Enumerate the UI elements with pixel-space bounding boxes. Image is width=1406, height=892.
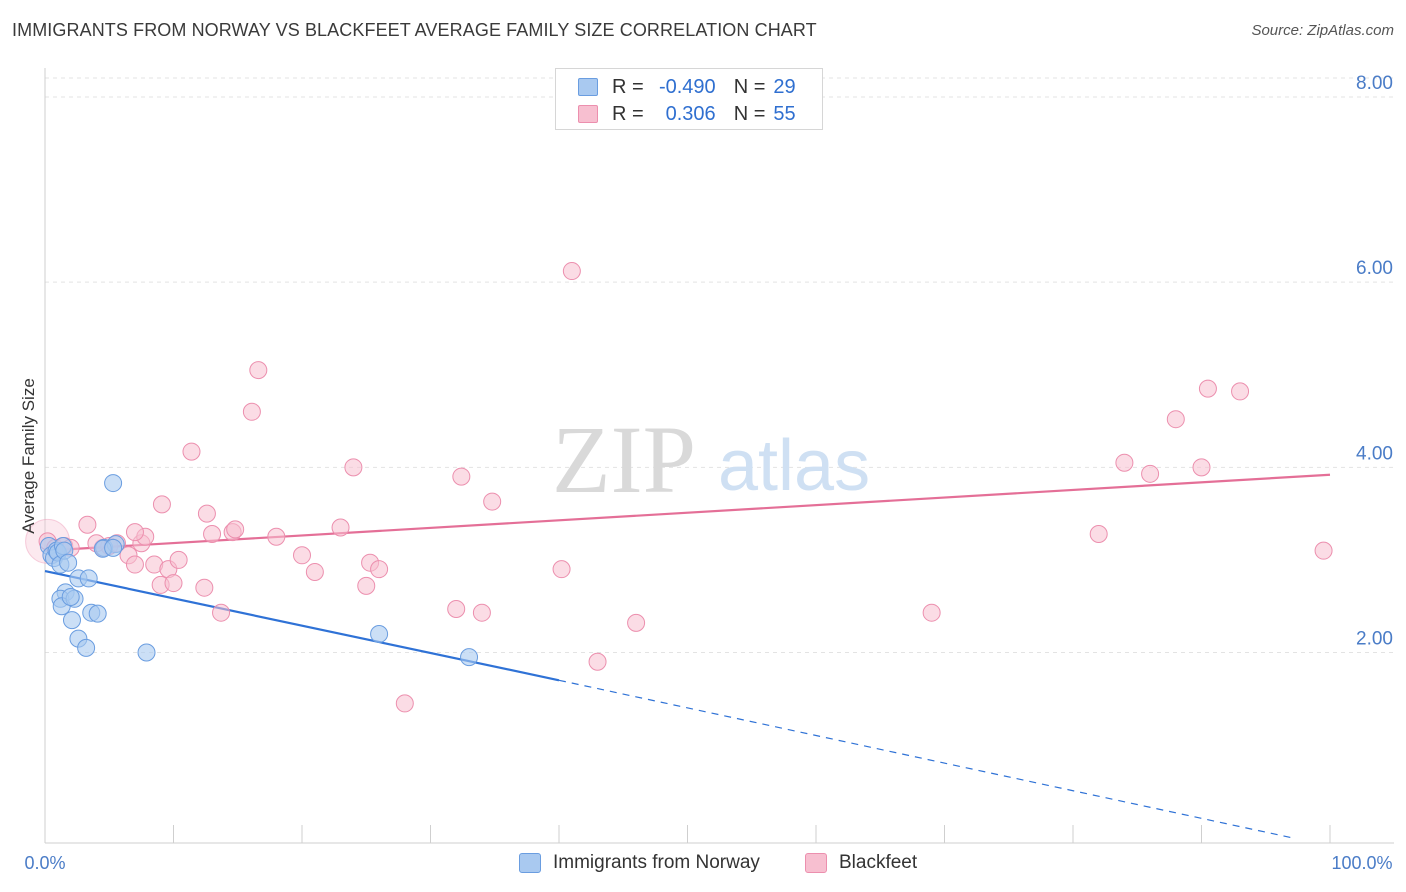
y-tick-label: 8.00 bbox=[1356, 73, 1393, 94]
data-point-blackfeet bbox=[588, 652, 607, 671]
legend-swatch-pink bbox=[578, 105, 598, 123]
data-point-norway bbox=[104, 538, 123, 557]
data-point-norway bbox=[370, 624, 389, 643]
chart-title: IMMIGRANTS FROM NORWAY VS BLACKFEET AVER… bbox=[12, 20, 817, 40]
data-point-blackfeet bbox=[169, 550, 188, 569]
data-point-blackfeet bbox=[226, 520, 245, 539]
data-point-blackfeet bbox=[152, 495, 171, 514]
legend-label: Blackfeet bbox=[839, 852, 918, 873]
legend-swatch-blue bbox=[578, 78, 598, 96]
tick-labels: 2.00 4.00 6.00 8.00 0.0% 100.0% bbox=[24, 73, 1393, 873]
data-point-blackfeet bbox=[447, 599, 466, 618]
data-point-blackfeet bbox=[922, 603, 941, 622]
data-point-blackfeet bbox=[125, 523, 144, 542]
data-point-norway bbox=[137, 643, 156, 662]
r-label: R = bbox=[612, 75, 644, 98]
r-value: -0.490 bbox=[658, 75, 716, 98]
correlation-legend: R = -0.490 N = 29 R = 0.306 N = 55 bbox=[555, 68, 823, 130]
legend-label: Immigrants from Norway bbox=[553, 852, 760, 873]
data-point-blackfeet bbox=[344, 458, 363, 477]
data-point-blackfeet bbox=[293, 546, 311, 565]
data-point-blackfeet bbox=[1166, 410, 1185, 429]
r-value: 0.306 bbox=[665, 102, 716, 125]
data-point-blackfeet bbox=[1198, 379, 1217, 398]
legend-item-norway[interactable]: Immigrants from Norway bbox=[519, 852, 760, 874]
r-label: R = bbox=[612, 102, 644, 125]
data-point-blackfeet bbox=[562, 262, 581, 281]
data-point-blackfeet bbox=[627, 613, 646, 632]
data-point-norway bbox=[104, 474, 123, 493]
data-point-blackfeet bbox=[1115, 453, 1134, 472]
axes bbox=[44, 68, 1394, 844]
data-point-blackfeet bbox=[249, 361, 268, 380]
trend-line-blackfeet bbox=[44, 473, 1331, 552]
series-legend: Immigrants from Norway Blackfeet bbox=[0, 852, 1406, 878]
n-label: N = bbox=[733, 75, 766, 98]
data-point-blackfeet bbox=[1089, 524, 1108, 543]
legend-row-norway: R = -0.490 N = 29 bbox=[578, 74, 796, 100]
data-point-norway bbox=[59, 553, 78, 572]
data-point-blackfeet bbox=[195, 578, 214, 597]
data-point-norway bbox=[79, 569, 98, 588]
data-point-blackfeet bbox=[370, 560, 389, 579]
watermark: ZIP atlas bbox=[552, 406, 870, 513]
data-point-blackfeet bbox=[1141, 464, 1160, 483]
n-value: 29 bbox=[773, 75, 796, 98]
legend-item-blackfeet[interactable]: Blackfeet bbox=[805, 852, 917, 874]
data-point-blackfeet bbox=[1231, 382, 1250, 401]
trend-line-norway bbox=[44, 569, 560, 682]
watermark-zip: ZIP bbox=[552, 406, 696, 513]
data-point-blackfeet bbox=[125, 555, 144, 574]
y-tick-label: 4.00 bbox=[1356, 443, 1393, 464]
data-point-norway bbox=[77, 638, 96, 657]
trend-line-norway-extrapolated bbox=[558, 679, 1292, 839]
chart-source: Source: ZipAtlas.com bbox=[1251, 22, 1394, 39]
x-tick-label: 100.0% bbox=[1331, 853, 1392, 873]
gridlines bbox=[45, 77, 1394, 653]
data-point-norway bbox=[88, 604, 107, 623]
y-tick-label: 2.00 bbox=[1356, 629, 1393, 650]
y-axis-title: Average Family Size bbox=[19, 378, 38, 534]
data-point-norway bbox=[460, 648, 479, 667]
data-point-blackfeet bbox=[1192, 458, 1211, 477]
data-point-blackfeet bbox=[452, 467, 471, 486]
data-point-blackfeet bbox=[1314, 541, 1333, 560]
data-point-norway bbox=[62, 611, 81, 630]
n-label: N = bbox=[733, 102, 766, 125]
data-point-blackfeet bbox=[182, 442, 201, 461]
x-tick-label: 0.0% bbox=[24, 853, 65, 873]
data-point-blackfeet bbox=[357, 576, 376, 595]
data-point-blackfeet bbox=[242, 402, 261, 421]
data-point-blackfeet bbox=[483, 492, 502, 511]
data-point-blackfeet bbox=[552, 560, 571, 579]
data-point-blackfeet bbox=[197, 504, 216, 523]
data-point-blackfeet bbox=[395, 694, 414, 713]
y-tick-label: 6.00 bbox=[1356, 258, 1393, 279]
data-point-blackfeet bbox=[472, 603, 491, 622]
legend-swatch-pink bbox=[805, 853, 827, 873]
data-point-blackfeet bbox=[331, 518, 350, 537]
legend-swatch-blue bbox=[519, 853, 541, 873]
legend-row-blackfeet: R = 0.306 N = 55 bbox=[578, 101, 796, 127]
data-points bbox=[25, 262, 1333, 713]
watermark-atlas: atlas bbox=[718, 426, 870, 506]
data-point-blackfeet bbox=[78, 515, 97, 534]
data-point-norway bbox=[61, 587, 80, 606]
data-point-blackfeet bbox=[203, 524, 222, 543]
data-point-blackfeet bbox=[267, 527, 286, 546]
n-value: 55 bbox=[773, 102, 796, 125]
data-point-blackfeet bbox=[164, 574, 183, 593]
data-point-blackfeet bbox=[305, 562, 324, 581]
data-point-blackfeet bbox=[212, 603, 231, 622]
